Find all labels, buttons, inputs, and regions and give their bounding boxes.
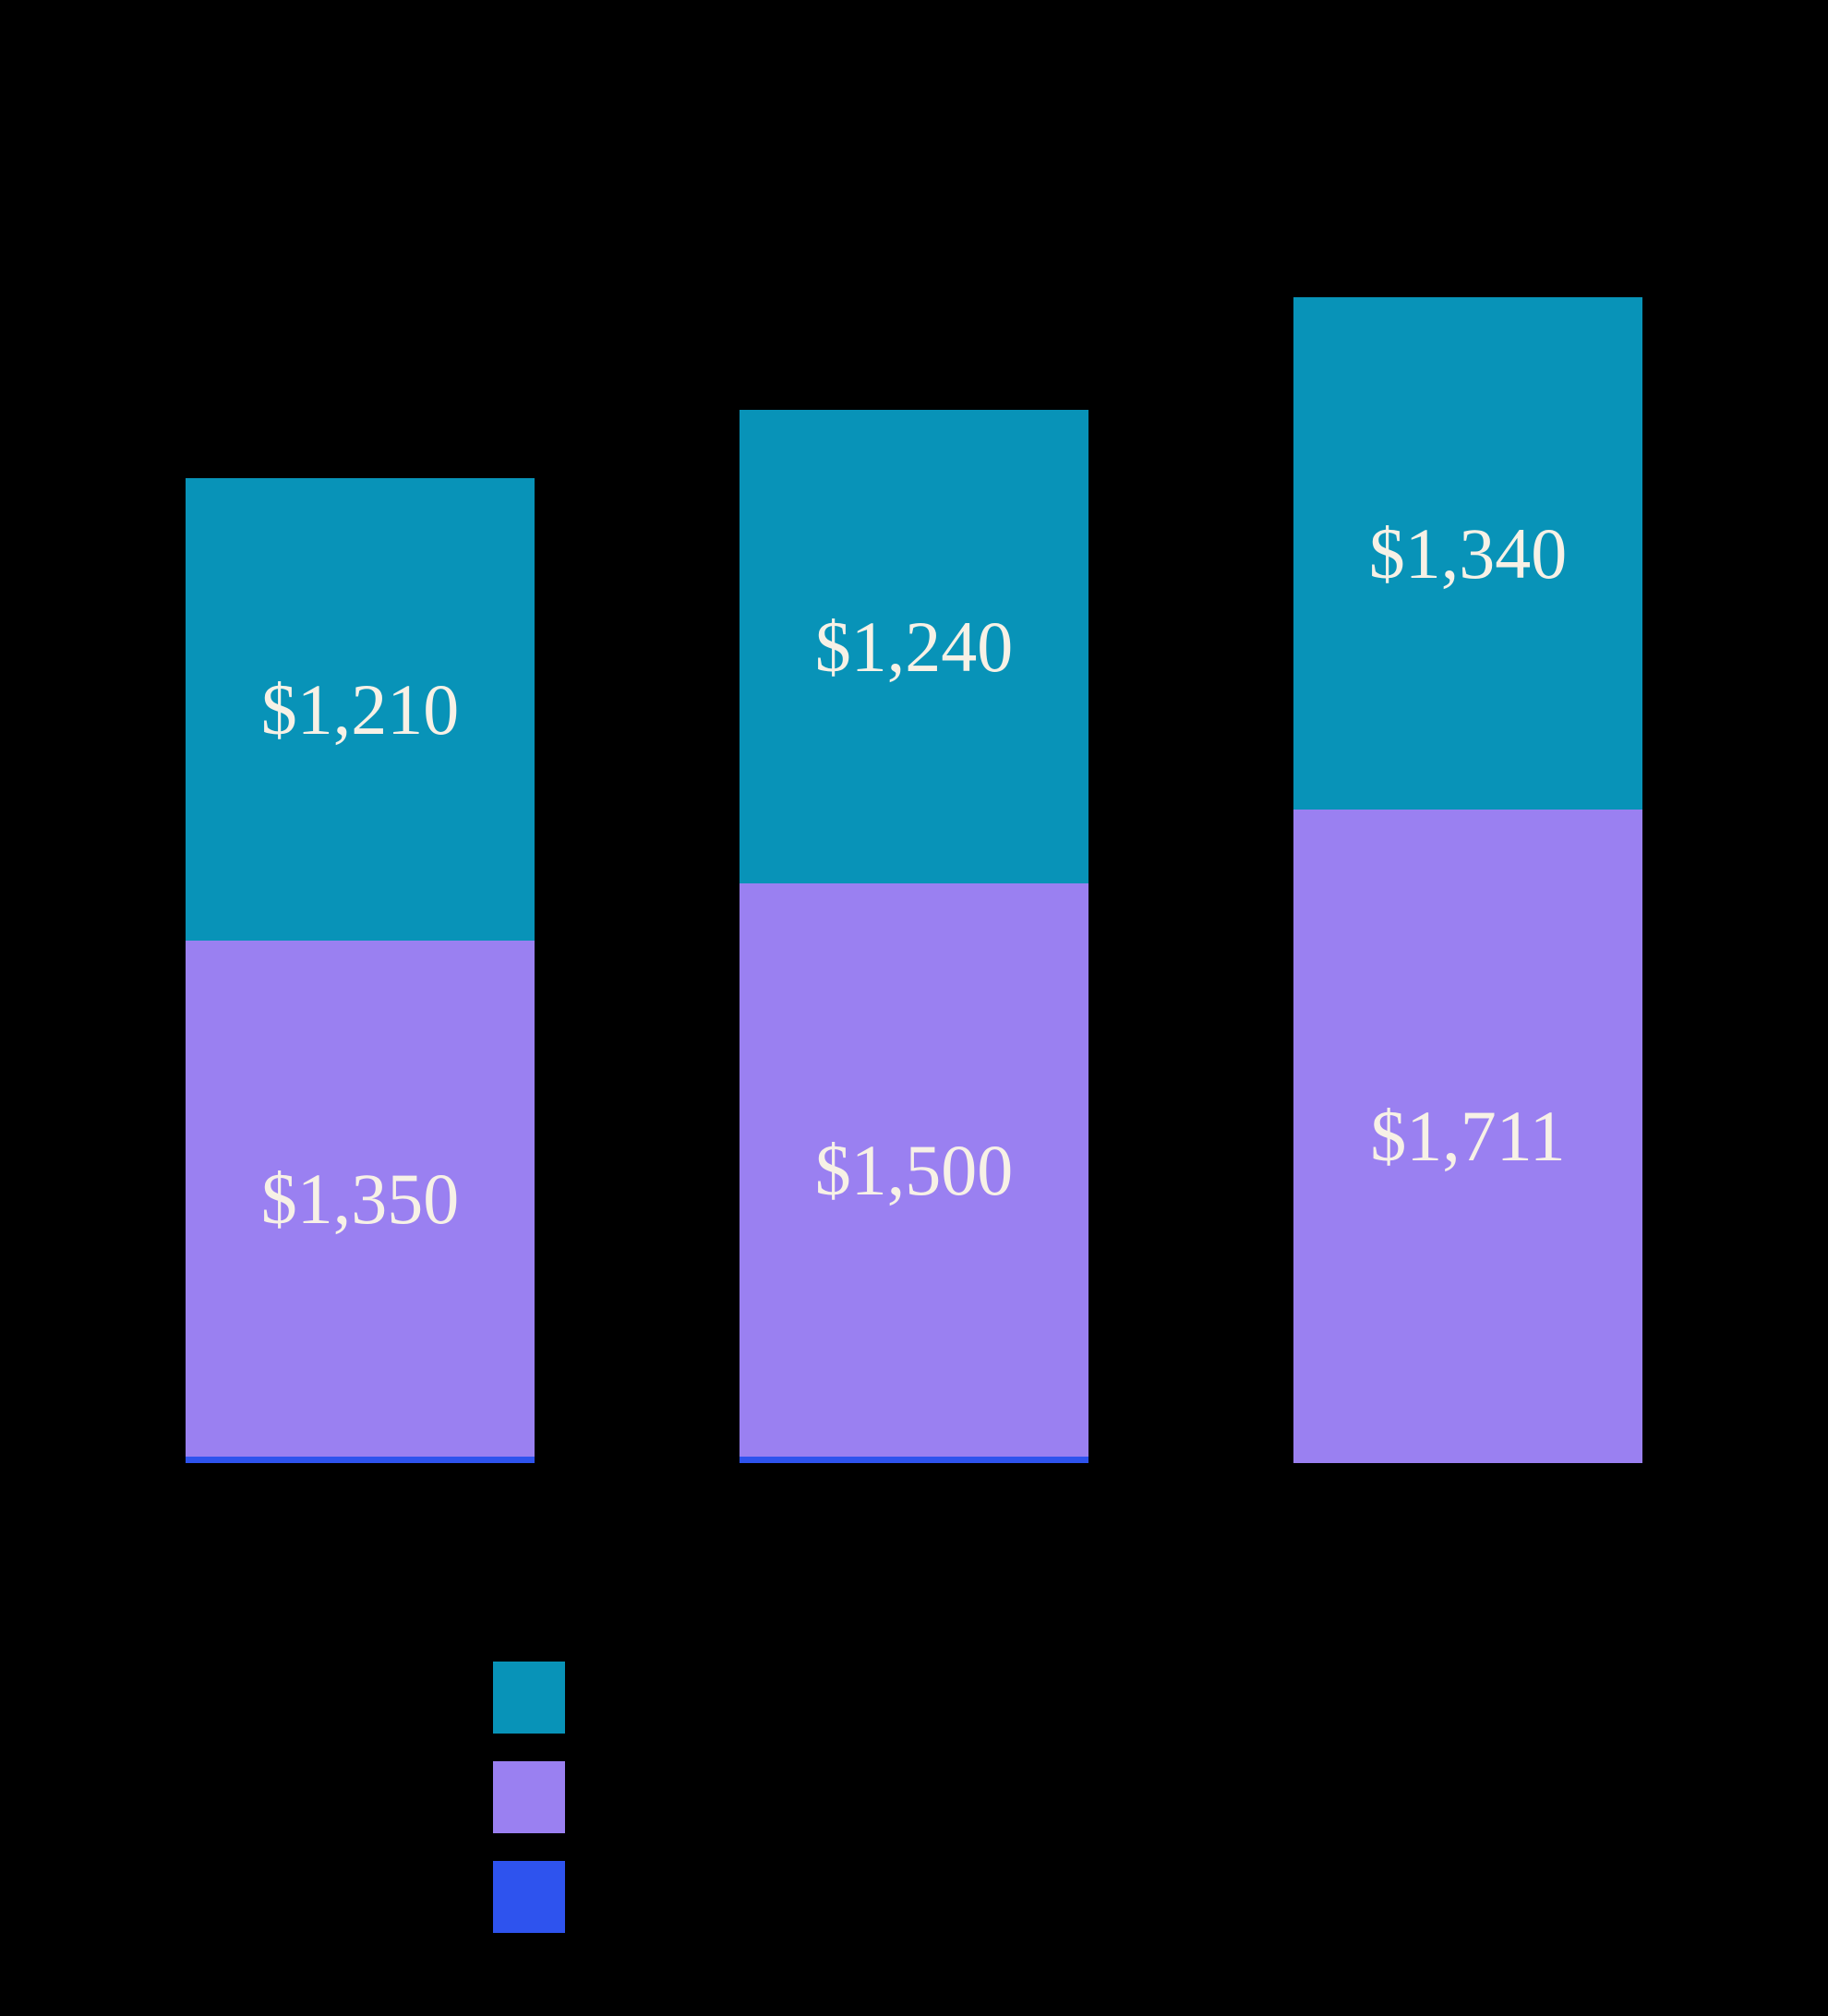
bar-value-label: $1,210 [260, 668, 460, 750]
bar-1-teal-segment: $1,210 [186, 478, 535, 941]
legend-swatch-3 [493, 1861, 565, 1933]
bar-2-teal-segment: $1,240 [740, 410, 1088, 883]
legend-swatch-2 [493, 1761, 565, 1833]
legend-swatch-1 [493, 1662, 565, 1734]
bar-value-label: $1,350 [260, 1158, 460, 1239]
bar-3-purple-segment: $1,711 [1293, 810, 1642, 1463]
bar-value-label: $1,340 [1368, 512, 1568, 594]
bar-2-blue-segment [740, 1457, 1088, 1463]
bar-value-label: $1,711 [1370, 1096, 1566, 1176]
bar-value-label: $1,240 [814, 606, 1014, 687]
bar-3-teal-segment: $1,340 [1293, 297, 1642, 810]
bar-value-label: $1,500 [814, 1129, 1014, 1210]
bar-1-blue-segment [186, 1457, 535, 1463]
bar-1-purple-segment: $1,350 [186, 941, 535, 1457]
bar-2-purple-segment: $1,500 [740, 883, 1088, 1457]
